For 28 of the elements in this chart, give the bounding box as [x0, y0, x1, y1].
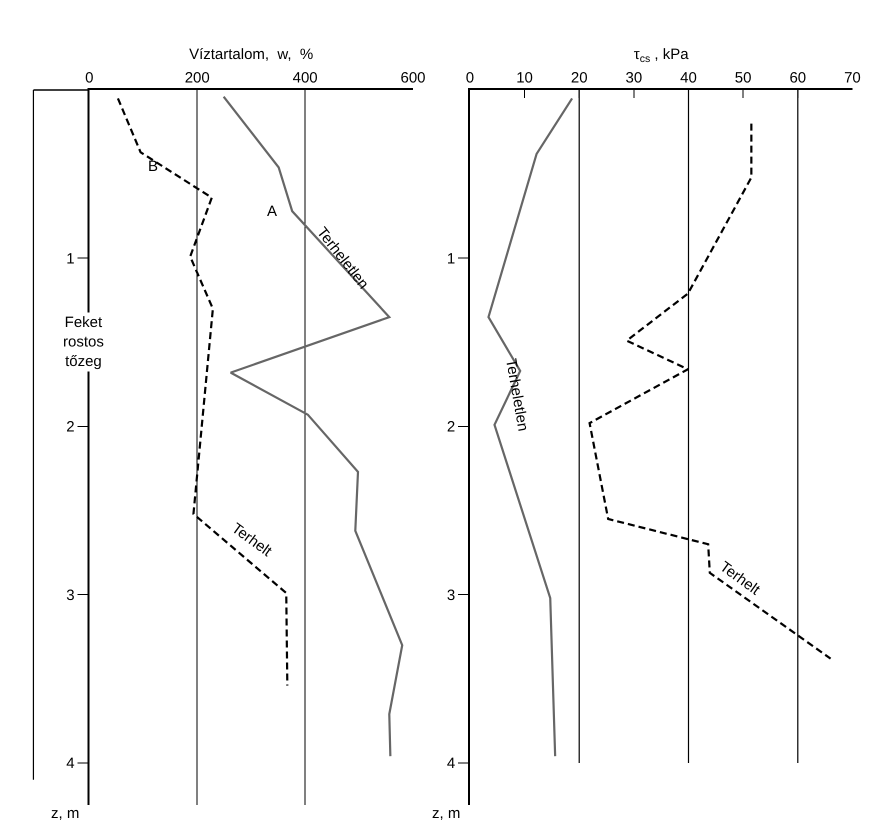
x-tick-label: 0 — [466, 69, 474, 86]
y-tick-label: 2 — [446, 418, 456, 436]
y-tick-label: 3 — [446, 586, 456, 604]
x-tick-label: 50 — [734, 69, 752, 86]
y-tick-label: 3 — [66, 586, 75, 604]
x-tick-label: 0 — [85, 69, 94, 86]
x-tick-label: 20 — [570, 69, 588, 86]
x-axis-title: Víztartalom, w, % — [189, 46, 314, 63]
annotation: Feket rostos tőzeg — [63, 314, 104, 370]
x-tick-label: 70 — [844, 69, 861, 86]
x-tick-label: 30 — [626, 69, 642, 86]
x-tick-label: 600 — [400, 69, 426, 86]
x-tick-label: 60 — [789, 69, 806, 86]
y-tick-label: 1 — [446, 250, 456, 268]
y-tick-label: 2 — [66, 418, 75, 436]
series-label: B — [148, 158, 158, 175]
y-axis-title: z, m — [432, 805, 460, 822]
y-tick-label: 4 — [66, 755, 75, 772]
x-axis-title: τ$_{cs}$ , kPa — [634, 46, 690, 66]
y-tick-label: 1 — [66, 250, 75, 268]
text: Terheletlen — [502, 357, 532, 433]
x-tick-label: 200 — [184, 69, 210, 86]
x-tick-label: 400 — [292, 69, 318, 86]
x-tick-label: 10 — [516, 69, 533, 86]
series-label: A — [267, 203, 278, 220]
y-tick-label: 4 — [446, 755, 456, 772]
y-axis-title: z, m — [51, 805, 80, 822]
x-tick-label: 40 — [680, 69, 697, 86]
